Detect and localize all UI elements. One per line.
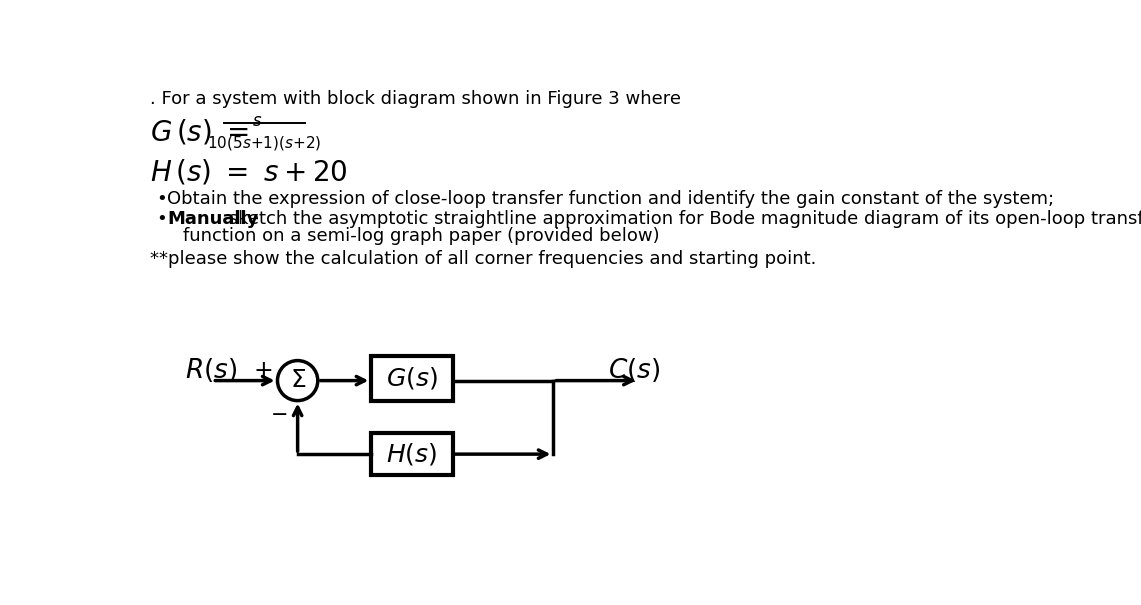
Text: $\Sigma$: $\Sigma$ xyxy=(290,369,306,392)
Text: •: • xyxy=(156,210,168,227)
Text: Obtain the expression of close-loop transfer function and identify the gain cons: Obtain the expression of close-loop tran… xyxy=(168,189,1054,208)
Text: . For a system with block diagram shown in Figure 3 where: . For a system with block diagram shown … xyxy=(151,90,681,108)
Bar xyxy=(371,433,453,476)
Text: function on a semi-log graph paper (provided below): function on a semi-log graph paper (prov… xyxy=(183,227,659,244)
Text: •: • xyxy=(156,189,168,208)
Text: $10(5s{+}1)(s{+}2)$: $10(5s{+}1)(s{+}2)$ xyxy=(208,134,322,152)
Text: $G(s)$: $G(s)$ xyxy=(386,365,438,391)
Text: $C(s)$: $C(s)$ xyxy=(608,356,661,384)
Text: $s$: $s$ xyxy=(252,113,262,129)
Text: $H(s)$: $H(s)$ xyxy=(387,441,437,467)
Text: Manually: Manually xyxy=(168,210,259,227)
Text: sketch the asymptotic straightline approximation for Bode magnitude diagram of i: sketch the asymptotic straightline appro… xyxy=(224,210,1141,227)
Text: **please show the calculation of all corner frequencies and starting point.: **please show the calculation of all cor… xyxy=(151,250,817,267)
Text: $+$: $+$ xyxy=(252,360,272,383)
Text: $R(s)$: $R(s)$ xyxy=(185,356,237,384)
Text: $-$: $-$ xyxy=(270,404,288,423)
Bar xyxy=(371,356,453,401)
Text: $\mathit{G}\,(s)\ =$: $\mathit{G}\,(s)\ =$ xyxy=(151,117,249,146)
Text: $\mathit{H}\,(s)\ =\ s + 20$: $\mathit{H}\,(s)\ =\ s + 20$ xyxy=(151,157,348,186)
